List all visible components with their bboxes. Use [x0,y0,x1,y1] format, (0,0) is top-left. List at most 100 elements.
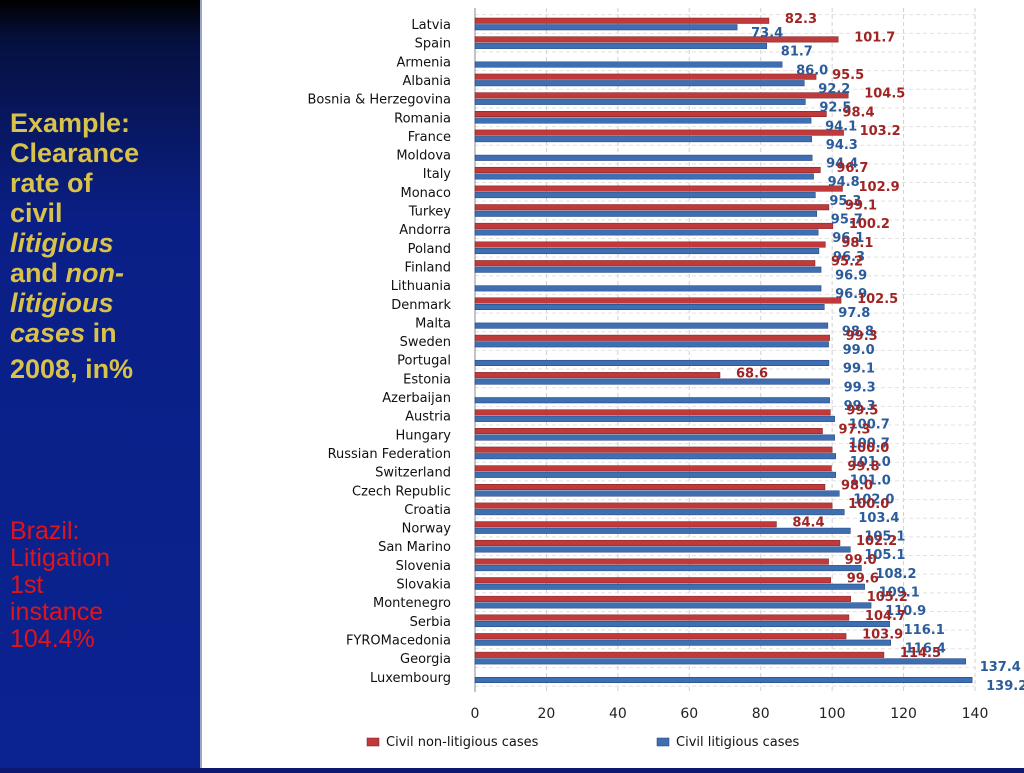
bar-non-litigious [474,539,841,546]
value-label-litigious: 94.3 [826,138,858,153]
brazil-line: Brazil: [10,517,80,545]
value-label-litigious: 99.3 [844,399,876,414]
category-label: Slovenia [396,559,451,574]
title-line: Clearance [10,138,140,168]
title-line: litigious [10,228,114,258]
value-label-non-litigious: 103.2 [860,124,901,139]
title-line: cases [10,318,86,348]
category-label: Sweden [400,335,451,350]
category-label: San Marino [378,540,451,555]
bar-non-litigious [474,73,817,80]
bar-litigious [474,359,830,366]
value-label-litigious: 105.1 [864,548,905,563]
title-line: Example: [10,108,131,138]
bar-litigious [474,471,836,478]
category-label: Hungary [395,428,451,443]
value-label-non-litigious: 114.5 [900,646,941,661]
value-label-litigious: 116.1 [904,623,945,638]
value-label-litigious: 73.4 [751,26,783,41]
value-label-litigious: 94.8 [828,175,860,190]
category-label: Latvia [411,18,451,33]
category-label: Slovakia [396,578,451,593]
bar-litigious [474,154,813,161]
category-label: Spain [415,37,451,52]
title-year: 2008, in% [10,354,134,384]
x-tick-label: 140 [962,706,989,722]
category-label: Turkey [408,205,452,220]
bar-litigious [474,602,872,609]
category-label: Luxembourg [370,671,451,686]
legend: Civil non-litigious cases Civil litigious… [366,735,800,750]
value-label-litigious: 96.9 [835,268,867,283]
bar-litigious [474,117,812,124]
bar-non-litigious [474,372,721,379]
category-label: Denmark [391,298,451,313]
bar-litigious [474,210,818,217]
category-label: Portugal [397,354,451,369]
category-label: Malta [415,316,451,331]
bar-litigious [474,397,830,404]
brazil-line: 1st [10,571,44,599]
value-label-litigious: 109.1 [879,586,920,601]
category-label: Montenegro [373,596,451,611]
bar-non-litigious [474,484,826,490]
value-label-litigious: 116.4 [905,641,946,656]
bar-non-litigious [474,185,843,192]
category-label: Switzerland [375,466,451,481]
value-label-non-litigious: 99.6 [847,572,879,587]
value-label-litigious: 102.0 [853,492,894,507]
bar-litigious [474,509,845,516]
title-line: and [10,258,59,288]
slide-title: Example: Clearance rate of civil litigio… [10,108,194,384]
bar-non-litigious [474,129,844,136]
title-line: civil [10,198,63,228]
bar-litigious [474,490,840,497]
legend-label-litigious: Civil litigious cases [676,735,800,750]
category-label: Norway [402,522,452,537]
title-line: in [92,318,117,348]
bar-non-litigious [474,558,829,565]
category-label: Estonia [403,372,451,387]
value-label-litigious: 86.0 [796,63,828,78]
x-tick-label: 80 [752,706,770,722]
legend-swatch-non-litigious [366,737,380,747]
category-label: Azerbaijan [382,391,451,406]
bar-non-litigious [474,92,849,99]
bar-non-litigious [474,428,823,435]
bar-non-litigious [474,502,833,509]
category-label: Romania [394,111,451,126]
value-label-non-litigious: 102.5 [857,292,898,307]
value-label-non-litigious: 97.3 [839,422,871,437]
bar-litigious [474,527,851,534]
category-label: FYROMacedonia [346,633,451,648]
value-label-non-litigious: 100.2 [849,217,890,232]
bar-non-litigious [474,260,816,267]
value-label-litigious: 100.7 [849,418,890,433]
value-label-non-litigious: 100.0 [848,497,889,512]
value-label-non-litigious: 68.6 [736,366,768,381]
value-label-non-litigious: 102.2 [856,534,897,549]
bar-non-litigious [474,633,847,640]
chart-panel: 0 20 40 60 80 100 120 140 Latvia 82.3 73.4 Spain 101… [200,0,1024,768]
value-label-non-litigious: 101.7 [854,31,895,46]
bar-litigious [474,24,738,31]
brazil-line: 104.4% [10,625,95,653]
x-tick-label: 20 [538,706,556,722]
title-line: rate of [10,168,93,198]
bar-litigious [474,341,829,348]
value-label-litigious: 137.4 [980,660,1021,675]
bar-litigious [474,173,814,180]
value-label-litigious: 92.5 [819,101,851,116]
value-label-litigious: 95.3 [829,194,861,209]
category-label: Georgia [400,652,451,667]
value-label-litigious: 99.3 [844,380,876,395]
bar-litigious [474,621,890,628]
bar-non-litigious [474,409,831,416]
bar-non-litigious [474,521,777,528]
category-label: Lithuania [391,279,451,294]
bar-litigious [474,658,966,665]
legend-swatch-litigious [656,737,670,747]
bar-non-litigious [474,334,830,341]
bar-non-litigious [474,166,821,173]
value-label-non-litigious: 104.7 [865,609,906,624]
